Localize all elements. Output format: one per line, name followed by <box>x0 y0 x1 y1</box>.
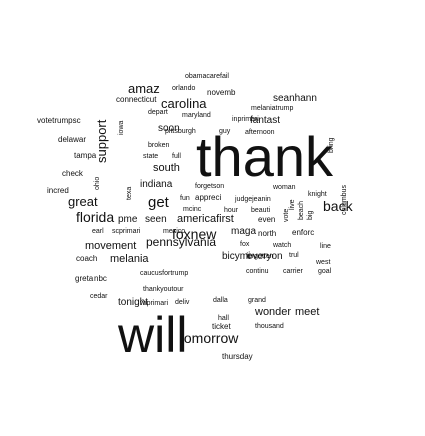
word-iowa: iowa <box>118 120 125 135</box>
word-mexico: mexico <box>163 228 185 235</box>
word-bring: bring <box>328 137 335 153</box>
word-earl: earl <box>92 228 104 235</box>
word-knight: knight <box>308 191 327 198</box>
word-novemb: novemb <box>207 88 236 97</box>
word-indiana: indiana <box>140 179 173 190</box>
word-obamacarefail: obamacarefail <box>185 73 229 80</box>
word-get: get <box>148 194 170 211</box>
word-melania: melania <box>110 253 149 265</box>
word-fun: fun <box>180 195 190 202</box>
word-caucusfortrump: caucusfortrump <box>140 270 188 277</box>
word-watch: watch <box>272 242 291 249</box>
word-thousand: thousand <box>255 323 284 330</box>
word-wiprimari: wiprimari <box>139 300 168 307</box>
word-appreci: appreci <box>195 193 221 202</box>
word-thank: thank <box>196 125 334 188</box>
word-great: great <box>68 194 98 209</box>
word-carrier: carrier <box>283 268 304 275</box>
word-broken: broken <box>148 142 170 149</box>
word-judgejeanin: judgejeanin <box>234 196 271 203</box>
word-depart: depart <box>148 109 168 116</box>
word-foxnew: foxnew <box>172 226 217 242</box>
word-enforc: enforc <box>292 228 314 237</box>
word-support: support <box>94 119 109 163</box>
word-line: line <box>320 243 331 250</box>
word-thankyoutour: thankyoutour <box>143 286 184 293</box>
word-inprimari: inprimari <box>232 116 259 123</box>
word-south: south <box>153 162 180 174</box>
word-columbus: columbus <box>341 185 348 215</box>
word-will: will <box>117 307 187 363</box>
word-meet: meet <box>295 306 319 318</box>
word-movement: movement <box>85 240 136 252</box>
word-tonight: tonight <box>118 297 148 308</box>
word-texa: texa <box>126 187 133 200</box>
word-goal: goal <box>318 268 332 275</box>
word-votetrumpsc: votetrumpsc <box>37 116 81 125</box>
word-beauti: beauti <box>251 207 271 214</box>
word-woman: woman <box>272 184 296 191</box>
word-fox: fox <box>240 241 250 248</box>
word-full: full <box>172 153 181 160</box>
word-ohio: ohio <box>94 177 101 190</box>
word-delawar: delawar <box>58 135 86 144</box>
word-greta: greta <box>75 274 94 283</box>
word-thursday: thursday <box>222 352 253 361</box>
word-vote: vote <box>283 209 290 222</box>
word-tomorrow: tomorrow <box>180 330 239 346</box>
word-ticket: ticket <box>212 322 231 331</box>
word-forgetson: forgetson <box>195 183 224 190</box>
word-north: north <box>258 229 276 238</box>
word-guy: guy <box>219 128 231 135</box>
word-coach: coach <box>76 254 97 263</box>
word-pittsburgh: pittsburgh <box>165 128 196 135</box>
word-continu: continu <box>246 268 269 275</box>
word-afternoon: afternoon <box>245 129 275 136</box>
word-state: state <box>143 153 158 160</box>
word-wonder: wonder <box>254 306 291 318</box>
word-even: even <box>258 215 275 224</box>
word-back: back <box>323 198 354 214</box>
word-bicymi: bicymi <box>222 251 250 262</box>
word-beach: beach <box>298 201 305 220</box>
word-deliv: deliv <box>175 299 190 306</box>
word-florida: florida <box>76 209 114 225</box>
word-big: big <box>307 211 314 220</box>
word-pme: pme <box>118 214 138 225</box>
word-soon: soon <box>158 123 180 134</box>
word-hall: hall <box>218 315 229 322</box>
word-nbc: nbc <box>94 274 107 283</box>
word-pennsylvania: pennsylvania <box>146 235 216 249</box>
word-connecticut: connecticut <box>116 95 157 104</box>
word-dalla: dalla <box>213 297 228 304</box>
word-incred: incred <box>47 186 69 195</box>
word-melaniatrump: melaniatrump <box>251 105 294 112</box>
word-orlando: orlando <box>172 85 195 92</box>
word-everyon: everyon <box>247 251 283 262</box>
word-live: live <box>289 199 296 210</box>
word-maga: maga <box>231 226 256 237</box>
word-trul: trul <box>289 252 299 259</box>
word-mcinc: mcinc <box>183 206 202 213</box>
word-west: west <box>315 259 330 266</box>
word-maryland: maryland <box>182 112 211 119</box>
word-tampa: tampa <box>74 151 97 160</box>
word-check: check <box>62 169 84 178</box>
word-forgotten: forgotten <box>246 253 274 260</box>
word-amaz: amaz <box>128 81 160 96</box>
word-grand: grand <box>248 297 266 304</box>
word-seen: seen <box>145 214 167 225</box>
word-fantast: fantast <box>250 115 280 126</box>
word-americafirst: americafirst <box>177 213 234 225</box>
word-cedar: cedar <box>90 293 108 300</box>
word-seanhann: seanhann <box>273 93 317 104</box>
word-carolina: carolina <box>161 96 207 111</box>
word-scprimari: scprimari <box>112 228 141 235</box>
word-hour: hour <box>224 207 239 214</box>
